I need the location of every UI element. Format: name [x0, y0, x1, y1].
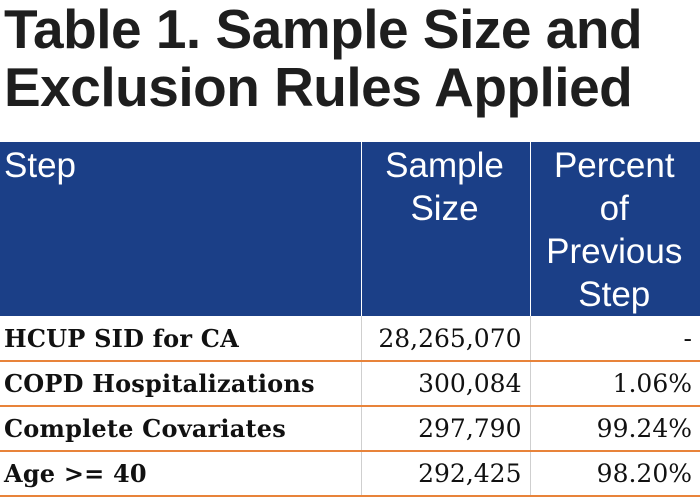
table-row: Complete Covariates 297,790 99.24% [0, 406, 700, 452]
cell-sample-size: 292,425 [361, 451, 531, 497]
table-title-line-2: Exclusion Rules Applied [4, 56, 633, 118]
column-header-sample-size: Sample Size [361, 142, 531, 316]
cell-percent: - [530, 316, 700, 362]
cell-percent: 99.24% [530, 406, 700, 452]
sample-size-table: Step Sample Size Percent of Previous Ste… [0, 142, 700, 497]
cell-step: COPD Hospitalizations [0, 361, 362, 407]
column-header-sample-size-line-2: Size [410, 189, 479, 228]
table-header: Step Sample Size Percent of Previous Ste… [0, 142, 700, 316]
table-title-line-1: Table 1. Sample Size and [4, 0, 643, 60]
column-header-percent-line-3: Step [578, 275, 651, 314]
column-header-percent: Percent of Previous Step [530, 142, 700, 316]
column-header-step: Step [0, 142, 362, 316]
cell-step: Complete Covariates [0, 406, 362, 452]
table-header-row: Step Sample Size Percent of Previous Ste… [0, 142, 700, 316]
column-header-percent-line-2: Previous [546, 232, 683, 271]
column-header-step-label: Step [4, 146, 76, 185]
cell-sample-size: 297,790 [361, 406, 531, 452]
column-header-percent-line-1: Percent of [553, 146, 675, 228]
table-row: Age >= 40 292,425 98.20% [0, 451, 700, 497]
column-header-sample-size-line-1: Sample [385, 146, 504, 185]
table-row: COPD Hospitalizations 300,084 1.06% [0, 361, 700, 407]
cell-sample-size: 300,084 [361, 361, 531, 407]
cell-sample-size: 28,265,070 [361, 316, 531, 362]
cell-percent: 98.20% [530, 451, 700, 497]
cell-percent: 1.06% [530, 361, 700, 407]
table-title: Table 1. Sample Size and Exclusion Rules… [4, 0, 696, 116]
table-body: HCUP SID for CA 28,265,070 - COPD Hospit… [0, 316, 700, 497]
cell-step: Age >= 40 [0, 451, 362, 497]
cell-step: HCUP SID for CA [0, 316, 362, 362]
table-row: HCUP SID for CA 28,265,070 - [0, 316, 700, 362]
